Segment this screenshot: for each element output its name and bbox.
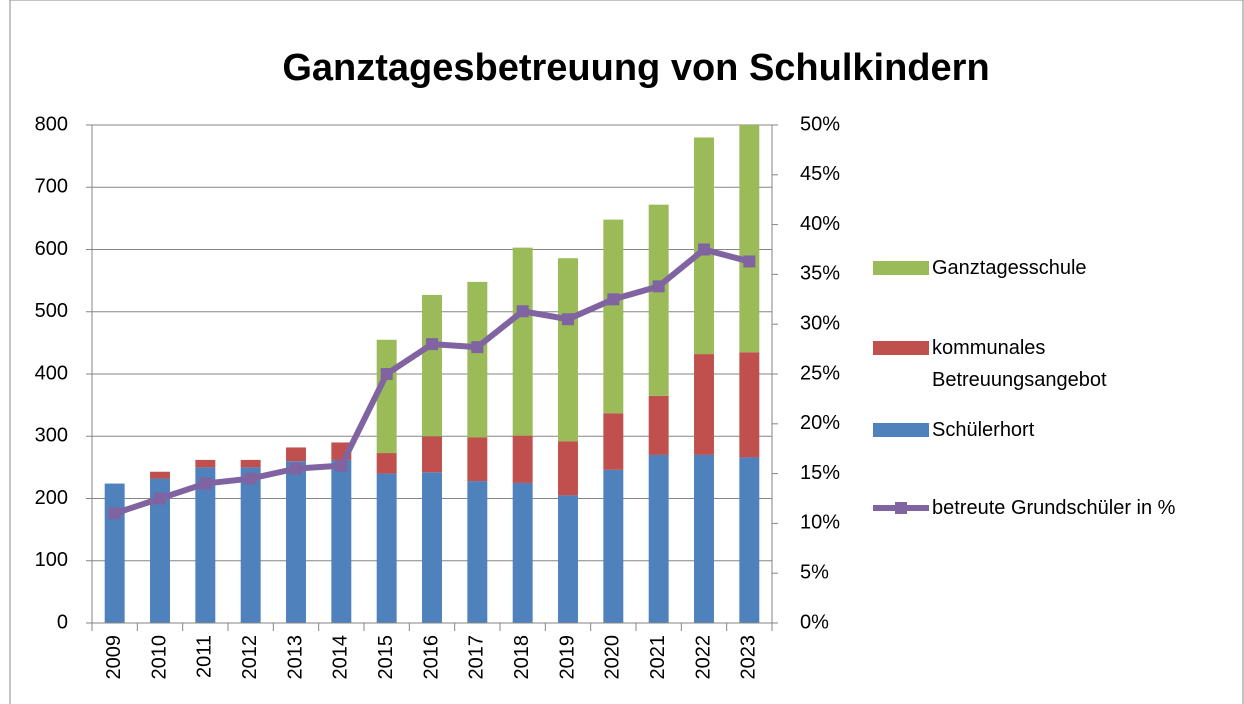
line-marker bbox=[562, 313, 574, 326]
x-tick-label: 2020 bbox=[602, 635, 624, 680]
legend-label: kommunales Betreuungsangebot bbox=[932, 337, 1107, 391]
y2-tick-label: 50% bbox=[800, 113, 840, 135]
x-tick-label: 2009 bbox=[103, 635, 125, 680]
line-marker bbox=[698, 243, 710, 256]
bar-segment bbox=[603, 469, 624, 623]
line-marker bbox=[335, 459, 348, 472]
line-marker bbox=[108, 507, 121, 520]
x-tick-label: 2017 bbox=[466, 635, 488, 680]
y2-tick-label: 15% bbox=[800, 462, 840, 484]
line-marker bbox=[607, 293, 620, 306]
bar-segment bbox=[195, 459, 216, 468]
legend-marker bbox=[895, 502, 907, 514]
y2-tick-label: 10% bbox=[800, 512, 840, 534]
y-tick-label: 700 bbox=[35, 176, 68, 198]
line-marker bbox=[426, 338, 438, 351]
legend-swatch bbox=[873, 341, 929, 355]
y2-tick-label: 0% bbox=[800, 611, 829, 633]
line-marker bbox=[743, 255, 756, 268]
bar-segment bbox=[558, 441, 578, 496]
bar-segment bbox=[558, 258, 578, 442]
bar-segment bbox=[331, 459, 352, 623]
legend-swatch bbox=[873, 423, 929, 437]
bar-segment bbox=[150, 471, 170, 479]
y2-tick-label: 20% bbox=[800, 412, 840, 434]
x-tick-label: 2013 bbox=[284, 635, 306, 680]
x-tick-label: 2016 bbox=[420, 635, 442, 680]
chart-border bbox=[9, 0, 1244, 704]
bar-segment bbox=[648, 204, 669, 396]
bar-segment bbox=[694, 454, 714, 623]
bar-segment bbox=[422, 436, 442, 473]
y-tick-label: 300 bbox=[35, 425, 68, 447]
x-tick-label: 2015 bbox=[375, 635, 397, 680]
chart-title: Ganztagesbetreuung von Schulkindern bbox=[282, 47, 989, 89]
line-marker bbox=[154, 492, 166, 505]
line-marker bbox=[652, 280, 665, 293]
x-tick-label: 2011 bbox=[194, 635, 216, 678]
bar-segment bbox=[195, 467, 216, 623]
x-tick-label: 2010 bbox=[148, 635, 170, 680]
bar-segment bbox=[512, 435, 533, 483]
bar-segment bbox=[240, 459, 261, 468]
legend-swatch bbox=[873, 261, 929, 275]
bar-segment bbox=[648, 395, 669, 455]
y2-tick-label: 40% bbox=[800, 213, 840, 235]
bar-segment bbox=[558, 495, 578, 623]
legend-label: Schülerhort bbox=[932, 419, 1035, 441]
x-tick-label: 2019 bbox=[556, 635, 578, 680]
bar-segment bbox=[376, 339, 397, 454]
x-tick-label: 2012 bbox=[239, 635, 261, 680]
bar-segment bbox=[422, 294, 442, 437]
bar-segment bbox=[467, 437, 488, 482]
x-tick-label: 2022 bbox=[692, 635, 714, 680]
line-marker bbox=[244, 472, 257, 485]
x-tick-label: 2023 bbox=[738, 635, 760, 680]
bar-segment bbox=[422, 472, 442, 623]
y-tick-label: 100 bbox=[35, 549, 68, 571]
x-tick-label: 2018 bbox=[511, 635, 533, 680]
bar-segment bbox=[694, 354, 714, 455]
y-tick-label: 0 bbox=[57, 611, 68, 633]
y2-tick-label: 45% bbox=[800, 163, 840, 185]
bar-segment bbox=[512, 482, 533, 623]
x-tick-label: 2021 bbox=[647, 635, 669, 680]
y2-tick-label: 25% bbox=[800, 362, 840, 384]
y-tick-label: 600 bbox=[35, 238, 68, 260]
y2-tick-label: 35% bbox=[800, 263, 840, 285]
bar-segment bbox=[512, 247, 533, 436]
bar-segment bbox=[739, 457, 760, 623]
line-marker bbox=[380, 368, 393, 380]
legend-label: Ganztagesschule bbox=[932, 257, 1087, 279]
bar-segment bbox=[467, 281, 488, 438]
y2-tick-label: 30% bbox=[800, 312, 840, 334]
line-marker bbox=[471, 341, 484, 354]
legend-label: betreute Grundschüler in % bbox=[932, 497, 1176, 519]
bar-segment bbox=[104, 483, 125, 623]
line-marker bbox=[516, 305, 529, 318]
line-marker bbox=[199, 477, 212, 490]
bar-segment bbox=[603, 219, 624, 414]
bar-segment bbox=[467, 481, 488, 623]
bar-segment bbox=[739, 352, 760, 458]
y-tick-label: 200 bbox=[35, 487, 68, 509]
x-tick-label: 2014 bbox=[330, 635, 352, 680]
bar-segment bbox=[286, 461, 306, 623]
bar-segment bbox=[648, 454, 669, 623]
line-marker bbox=[290, 462, 302, 475]
bar-segment bbox=[240, 467, 261, 623]
y2-tick-label: 5% bbox=[800, 561, 829, 583]
bar-segment bbox=[603, 413, 624, 470]
y-tick-label: 500 bbox=[35, 300, 68, 322]
bar-segment bbox=[739, 125, 760, 353]
y-tick-label: 800 bbox=[35, 113, 68, 135]
bar-segment bbox=[150, 478, 170, 623]
y-tick-label: 400 bbox=[35, 362, 68, 384]
bar-segment bbox=[376, 453, 397, 474]
bar-segment bbox=[376, 473, 397, 623]
bar-segment bbox=[286, 447, 306, 462]
